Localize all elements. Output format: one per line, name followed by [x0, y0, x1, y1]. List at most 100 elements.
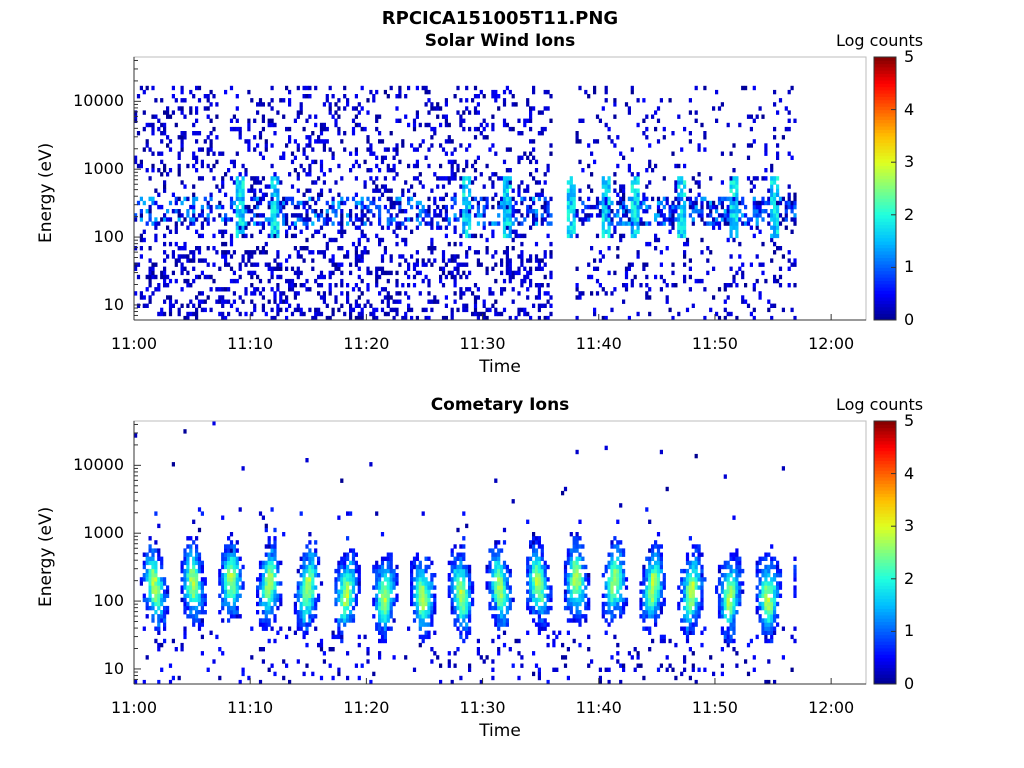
heatmap-cell: [497, 564, 501, 570]
heatmap-cell: [415, 614, 419, 619]
heatmap-cell: [607, 196, 611, 202]
heatmap-cell: [598, 675, 602, 681]
heatmap-cell: [462, 552, 466, 557]
heatmap-cell: [375, 593, 379, 598]
heatmap-cell: [288, 89, 292, 95]
heatmap-cell: [523, 307, 527, 313]
heatmap-cell: [476, 295, 480, 300]
heatmap-cell: [154, 511, 158, 516]
heatmap-cell: [430, 573, 434, 578]
colorbar-1: [873, 56, 897, 321]
heatmap-cell: [273, 573, 277, 578]
heatmap-cell: [322, 139, 326, 144]
heatmap-cell: [200, 564, 204, 570]
heatmap-cell: [288, 254, 292, 259]
heatmap-cell: [508, 217, 512, 222]
heatmap-cell: [610, 564, 614, 570]
heatmap-cell: [195, 585, 199, 590]
heatmap-cell: [209, 209, 213, 214]
heatmap-cell: [433, 573, 437, 578]
heatmap-cell: [270, 577, 274, 582]
heatmap-cell: [624, 274, 629, 280]
heatmap-cell: [624, 209, 629, 214]
heatmap-cell: [317, 307, 321, 313]
heatmap-cell: [715, 89, 719, 95]
heatmap-cell: [436, 106, 440, 111]
heatmap-cell: [468, 630, 472, 635]
heatmap-cell: [195, 593, 199, 598]
heatmap-cell: [511, 221, 515, 226]
heatmap-cell: [758, 291, 762, 296]
heatmap-cell: [459, 176, 463, 181]
heatmap-cell: [622, 577, 626, 582]
colorbar-segment: [874, 132, 896, 137]
heatmap-cell: [398, 118, 402, 123]
heatmap-cell: [508, 270, 512, 276]
heatmap-cell: [462, 303, 466, 308]
heatmap-cell: [276, 262, 280, 267]
heatmap-cell: [357, 274, 361, 280]
heatmap-cell: [290, 184, 295, 189]
heatmap-cell: [383, 618, 387, 623]
heatmap-cell: [502, 527, 507, 533]
heatmap-cell: [296, 585, 300, 590]
heatmap-cell: [758, 209, 762, 214]
heatmap-cell: [691, 204, 695, 210]
heatmap-cell: [166, 283, 170, 288]
heatmap-cell: [694, 180, 698, 185]
heatmap-cell: [778, 266, 783, 271]
heatmap-cell: [200, 270, 204, 276]
heatmap-cell: [468, 192, 472, 197]
heatmap-cell: [389, 258, 393, 263]
heatmap-cell: [206, 163, 210, 169]
heatmap-cell: [200, 258, 204, 263]
heatmap-cell: [447, 180, 451, 185]
heatmap-cell: [633, 176, 637, 181]
heatmap-cell: [221, 651, 225, 656]
heatmap-cell: [197, 597, 202, 603]
heatmap-cell: [166, 143, 170, 148]
heatmap-cell: [206, 98, 210, 103]
heatmap-cell: [746, 303, 751, 308]
heatmap-cell: [534, 209, 539, 214]
heatmap-cell: [258, 200, 263, 206]
heatmap-cell: [441, 258, 446, 263]
heatmap-cell: [276, 266, 280, 271]
heatmap-cell: [427, 614, 431, 619]
heatmap-cell: [293, 139, 297, 144]
heatmap-cell: [314, 311, 318, 317]
heatmap-cell: [511, 196, 515, 202]
heatmap-cell: [607, 622, 611, 627]
heatmap-cell: [671, 204, 675, 210]
heatmap-cell: [290, 283, 295, 288]
heatmap-cell: [624, 204, 629, 210]
heatmap-cell: [279, 560, 283, 566]
heatmap-cell: [380, 630, 385, 635]
heatmap-cell: [195, 168, 199, 173]
heatmap-cell: [607, 213, 611, 218]
heatmap-cell: [697, 172, 701, 177]
heatmap-cell: [636, 250, 640, 255]
heatmap-cell: [369, 303, 373, 308]
heatmap-cell: [630, 262, 634, 267]
heatmap-cell: [444, 98, 448, 103]
heatmap-cell: [192, 589, 196, 594]
heatmap-cell: [195, 581, 199, 586]
heatmap-cell: [363, 213, 367, 218]
heatmap-cell: [505, 585, 509, 590]
heatmap-cell: [465, 85, 469, 91]
heatmap-cell: [773, 225, 777, 230]
heatmap-cell: [157, 585, 161, 590]
heatmap-cell: [357, 110, 361, 115]
heatmap-cell: [197, 618, 202, 623]
heatmap-cell: [264, 143, 268, 148]
heatmap-cell: [308, 552, 312, 557]
heatmap-cell: [285, 258, 289, 263]
heatmap-cell: [253, 192, 257, 197]
heatmap-cell: [253, 287, 257, 292]
heatmap-cell: [229, 614, 234, 619]
heatmap-cell: [372, 213, 376, 218]
heatmap-cell: [764, 176, 768, 181]
heatmap-cell: [648, 568, 652, 574]
heatmap-cell: [502, 118, 507, 123]
